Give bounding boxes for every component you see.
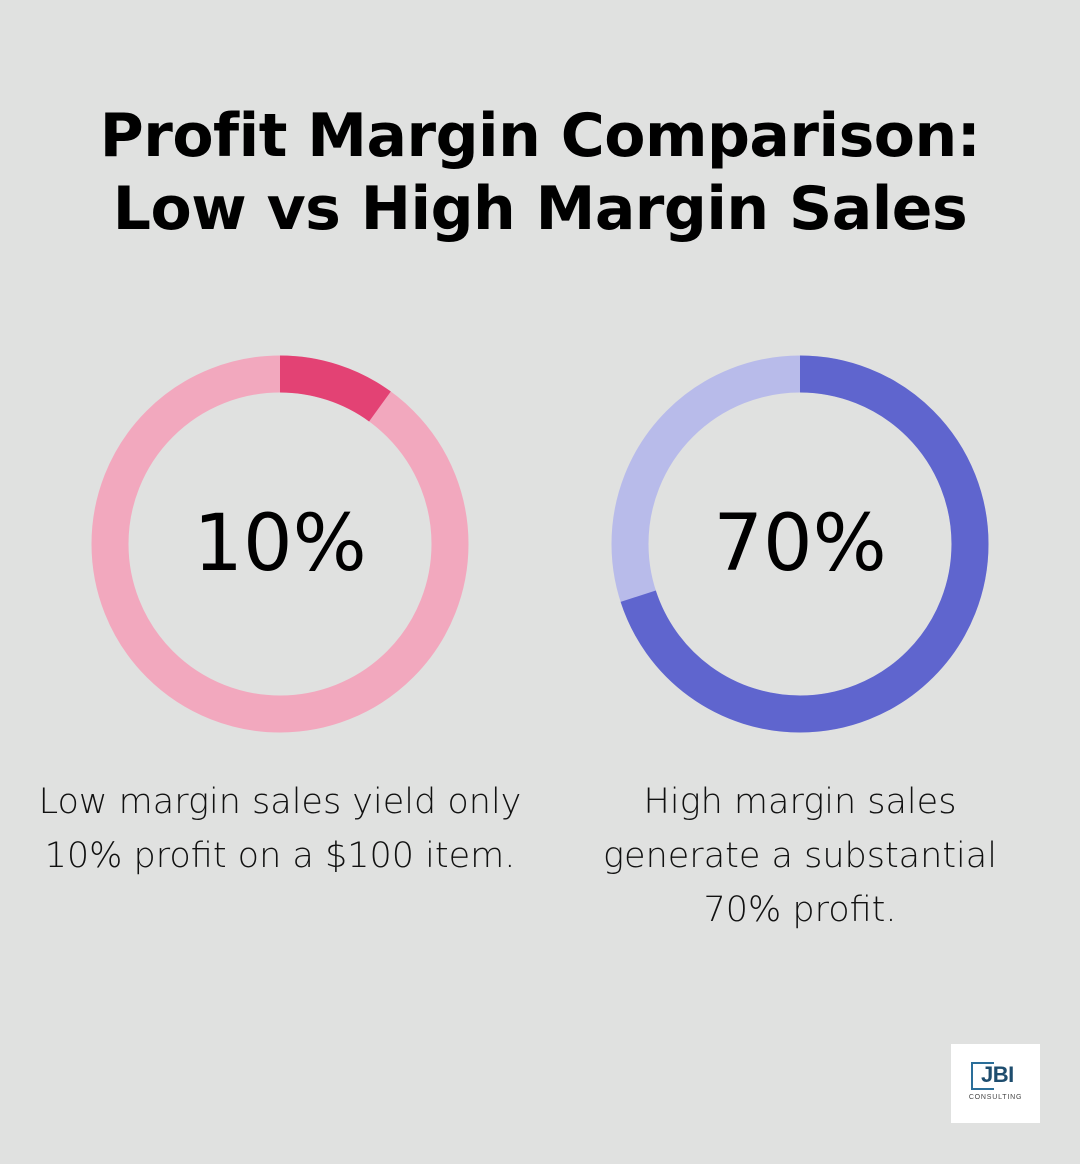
donut-ring [91, 355, 469, 733]
percentage-label: 10% [193, 499, 367, 589]
title-line-2: Low vs High Margin Sales [112, 174, 968, 244]
percentage-label: 70% [713, 499, 887, 589]
logo-mark: JBI [981, 1062, 1014, 1087]
logo-subtitle: CONSULTING [968, 1094, 1023, 1101]
title-line-1: Profit Margin Comparison: [99, 101, 981, 171]
high-margin-description: High margin sales generate a substantial… [603, 782, 997, 930]
donut-chart-high-margin: 70% [611, 355, 989, 733]
logo-square-icon [971, 1062, 994, 1090]
donut-ring [611, 355, 989, 733]
page-title: Profit Margin Comparison: Low vs High Ma… [0, 100, 1080, 246]
jbi-consulting-logo: JBI CONSULTING [951, 1044, 1040, 1123]
low-margin-description: Low margin sales yield only 10% profit o… [38, 782, 522, 876]
donut-chart-low-margin: 10% [91, 355, 469, 733]
